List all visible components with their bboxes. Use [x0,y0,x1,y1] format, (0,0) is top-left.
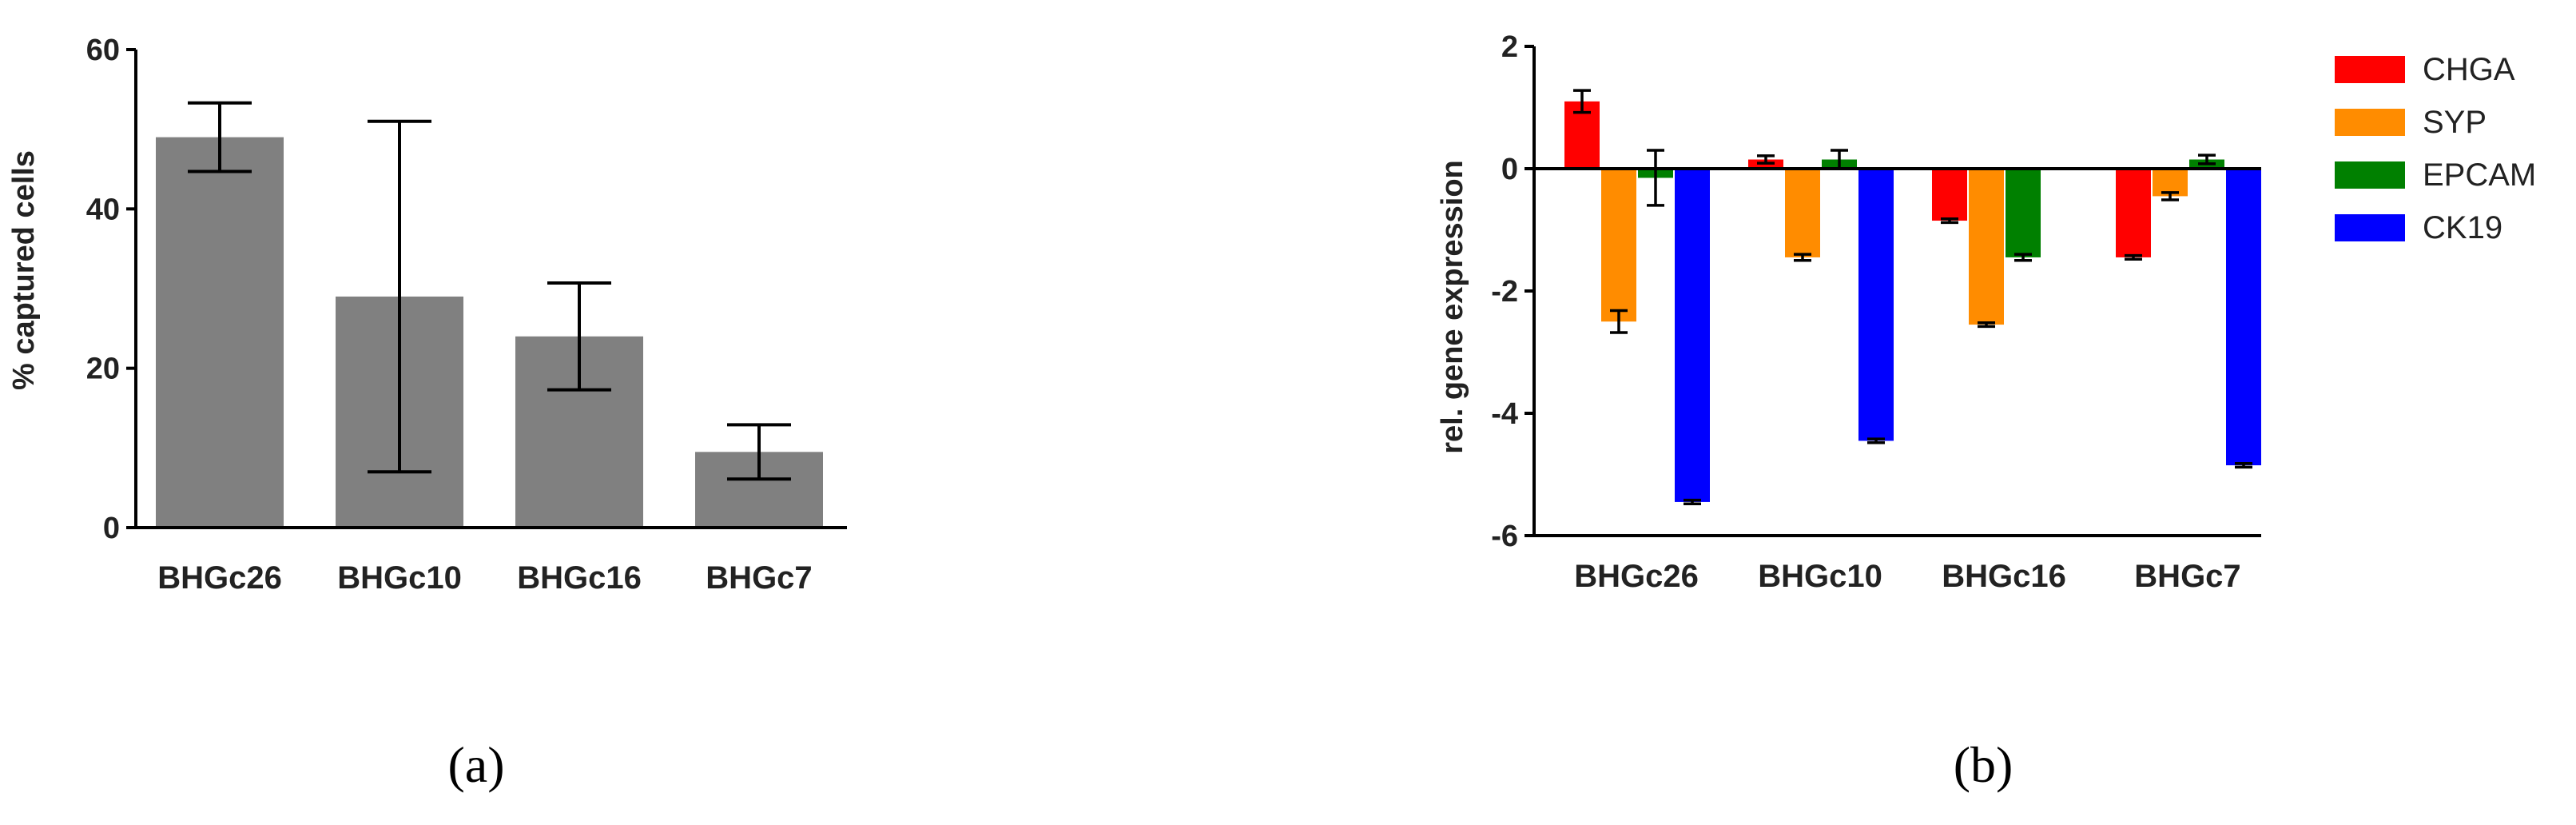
x-tick-label: BHGc26 [1574,559,1699,594]
legend-swatch [2335,56,2405,83]
error-bar-CK19-BHGc10 [1867,437,1885,444]
axes-group: BHGc26 BHGc10 BHGc16 BHGc7 0 20 40 60 [86,34,847,596]
error-bars-group [1573,89,2252,505]
error-bar-EPCAM-BHGc26 [1647,149,1664,207]
bar-SYP-BHGc10 [1785,169,1820,257]
bar-BHGc26 [156,137,284,528]
x-tick-label: BHGc10 [337,560,462,596]
legend-item-CHGA: CHGA [2335,52,2515,87]
panel-label-a: (a) [447,736,504,793]
error-bar-BHGc7 [727,423,791,481]
error-bar-CK19-BHGc26 [1684,498,1701,505]
legend-label: EPCAM [2423,157,2536,193]
bar-CK19-BHGc7 [2226,169,2261,466]
y-tick-label: -2 [1491,275,1518,309]
error-bar-BHGc26 [188,101,252,173]
x-tick-label: BHGc16 [517,560,642,596]
legend-label: CHGA [2423,52,2515,87]
error-bar-CHGA-BHGc10 [1757,154,1775,165]
x-tick-label: BHGc26 [157,560,282,596]
error-bar-CHGA-BHGc7 [2125,253,2142,261]
error-bar-CHGA-BHGc26 [1573,89,1591,114]
bar-CK19-BHGc26 [1675,169,1710,502]
error-bar-CHGA-BHGc16 [1941,217,1958,225]
bar-CHGA-BHGc16 [1932,169,1967,221]
legend-label: CK19 [2423,210,2502,245]
error-bar-EPCAM-BHGc16 [2014,253,2032,262]
bars-group [1564,101,2261,502]
panel-label-b: (b) [1954,736,2013,793]
bar-EPCAM-BHGc16 [2006,169,2041,257]
legend-item-EPCAM: EPCAM [2335,157,2536,193]
x-tick-label: BHGc10 [1758,559,1882,594]
y-tick-label: 0 [103,512,120,545]
legend-label: SYP [2423,105,2487,140]
error-bar-BHGc10 [368,119,431,474]
error-bar-BHGc16 [547,281,611,392]
y-tick-label: 60 [86,34,120,67]
bar-SYP-BHGc26 [1601,169,1636,322]
y-tick-label: -6 [1491,520,1518,553]
x-tick-label: BHGc7 [2134,559,2240,594]
error-bar-CK19-BHGc7 [2235,461,2252,469]
y-tick-label: 0 [1501,153,1518,186]
bar-CK19-BHGc10 [1858,169,1894,441]
legend-item-SYP: SYP [2335,105,2487,140]
x-tick-label: BHGc16 [1942,559,2066,594]
legend-item-CK19: CK19 [2335,210,2502,245]
legend: CHGA SYP EPCAM CK19 [2335,52,2536,245]
error-bar-EPCAM-BHGc7 [2198,153,2216,165]
bar-SYP-BHGc16 [1969,169,2004,325]
error-bars-group [188,101,791,481]
y-axis-title: % captured cells [7,150,41,390]
axes-group: BHGc26 BHGc10 BHGc16 BHGc7 -6 -4 -2 0 2 [1491,30,2261,594]
bar-CHGA-BHGc7 [2116,169,2151,257]
panel-a: BHGc26 BHGc10 BHGc16 BHGc7 0 20 40 60 % capture… [7,34,847,793]
error-bar-SYP-BHGc7 [2161,191,2179,201]
error-bar-SYP-BHGc10 [1794,253,1811,262]
y-tick-label: 40 [86,193,120,226]
y-tick-label: 20 [86,353,120,386]
legend-swatch [2335,161,2405,189]
legend-swatch [2335,109,2405,136]
x-tick-label: BHGc7 [706,560,812,596]
error-bar-SYP-BHGc26 [1610,309,1628,334]
y-axis-title: rel. gene expression [1436,160,1469,454]
y-tick-label: -4 [1491,397,1518,431]
y-tick-label: 2 [1501,30,1518,64]
bars-group [156,137,823,528]
error-bar-SYP-BHGc16 [1978,321,1995,329]
legend-swatch [2335,214,2405,241]
panel-b: BHGc26 BHGc10 BHGc16 BHGc7 -6 -4 -2 0 2 CHGA SYP E… [1436,30,2536,793]
